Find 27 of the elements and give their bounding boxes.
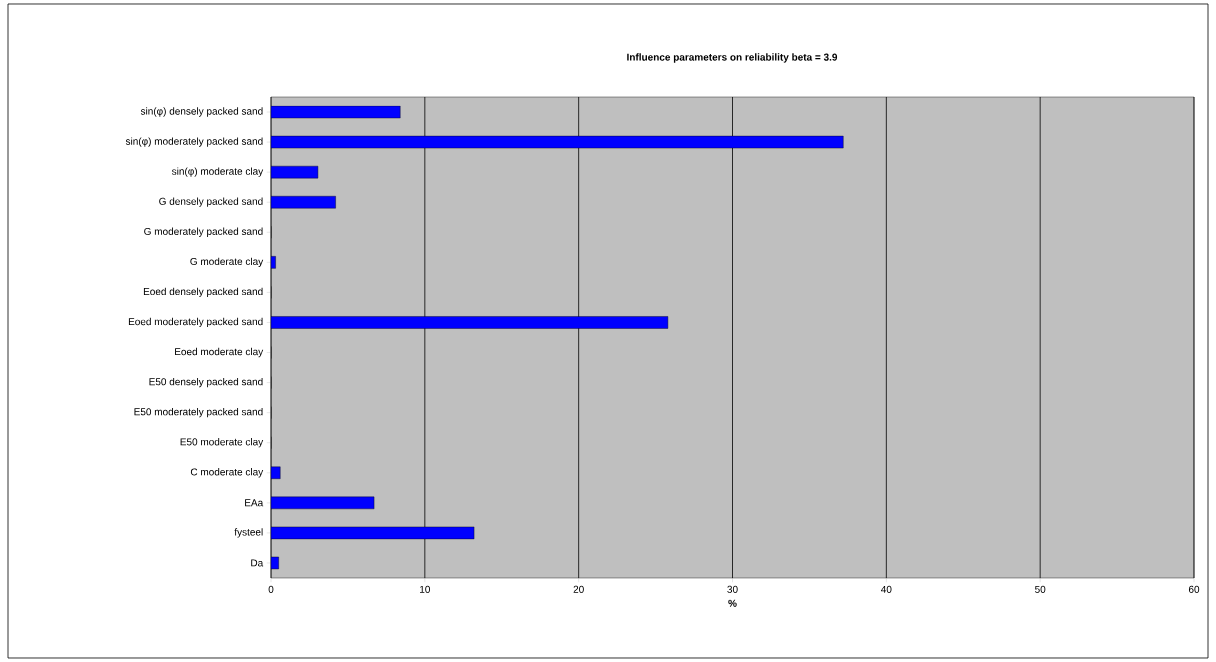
bar [271, 496, 375, 510]
y-tick-label: G moderate clay [190, 257, 264, 267]
bar [271, 316, 669, 329]
x-tick-label: 20 [573, 585, 584, 593]
x-axis-title: % [728, 599, 737, 607]
y-tick-label: Eoed moderate clay [175, 347, 264, 358]
x-tick-label: 50 [1035, 585, 1046, 593]
y-tick-label: G densely packed sand [159, 197, 263, 207]
y-tick-label: Eoed moderately packed sand [128, 317, 263, 328]
y-tick-label: sin(φ) moderate clay [171, 167, 264, 177]
chart-title: Influence parameters on reliability beta = 3.9 [627, 53, 838, 63]
x-tick-label: 60 [1188, 585, 1200, 593]
x-tick-label: 40 [881, 585, 892, 593]
y-tick-label: sin(φ) densely packed sand [140, 107, 263, 117]
x-tick-label: 10 [420, 585, 431, 593]
y-tick-label: sin(φ) moderately packed sand [125, 137, 263, 147]
y-tick-label: fysteel [234, 528, 263, 538]
y-tick-label: C moderate clay [190, 468, 264, 478]
x-tick-label: 0 [268, 585, 274, 593]
y-tick-label: Eoed densely packed sand [143, 287, 263, 298]
y-tick-label: Da [251, 559, 264, 567]
y-tick-label: G moderately packed sand [144, 227, 263, 237]
y-tick-label: E50 densely packed sand [149, 377, 263, 388]
y-tick-label: E50 moderate clay [180, 438, 264, 448]
y-tick-label: E50 moderately packed sand [134, 407, 263, 418]
x-tick-label: 30 [727, 585, 738, 593]
y-tick-label: EAa [245, 499, 264, 507]
